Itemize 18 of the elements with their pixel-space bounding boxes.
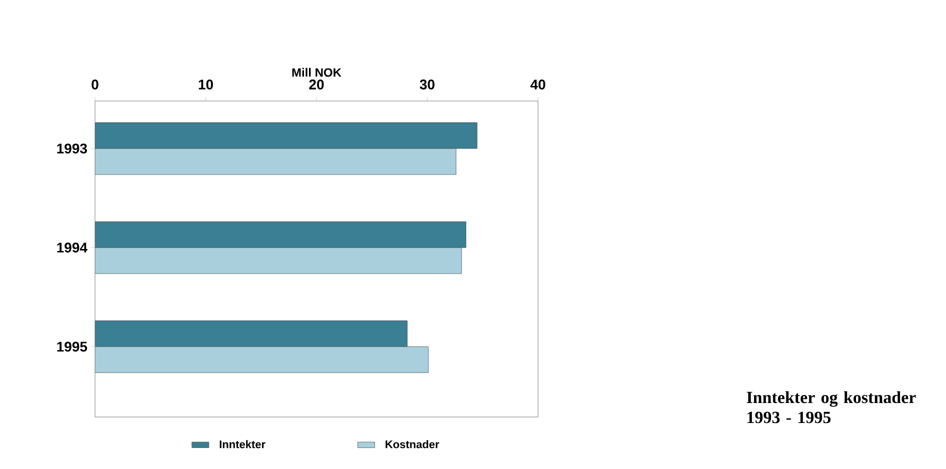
bar [95,346,429,373]
x-tick-label: 20 [309,80,324,90]
y-tick-label: 1995 [57,342,88,352]
legend-label: Kostnader [386,440,440,448]
y-tick-label: 1993 [57,144,87,154]
bar [95,221,466,248]
bar [95,320,408,347]
bar [95,122,478,149]
x-tick-label: 10 [198,80,213,90]
x-axis-title: Mill NOK [292,68,342,77]
legend-label: Inntekter [220,440,266,448]
y-tick-label: 1994 [57,242,88,253]
bar [95,247,462,274]
bar [95,148,456,175]
text: Inntekter og kostnader 1993 - 1995 [746,391,916,424]
x-tick-label: 0 [92,80,98,90]
x-tick-label: 30 [420,80,434,90]
x-tick-label: 40 [530,80,546,90]
